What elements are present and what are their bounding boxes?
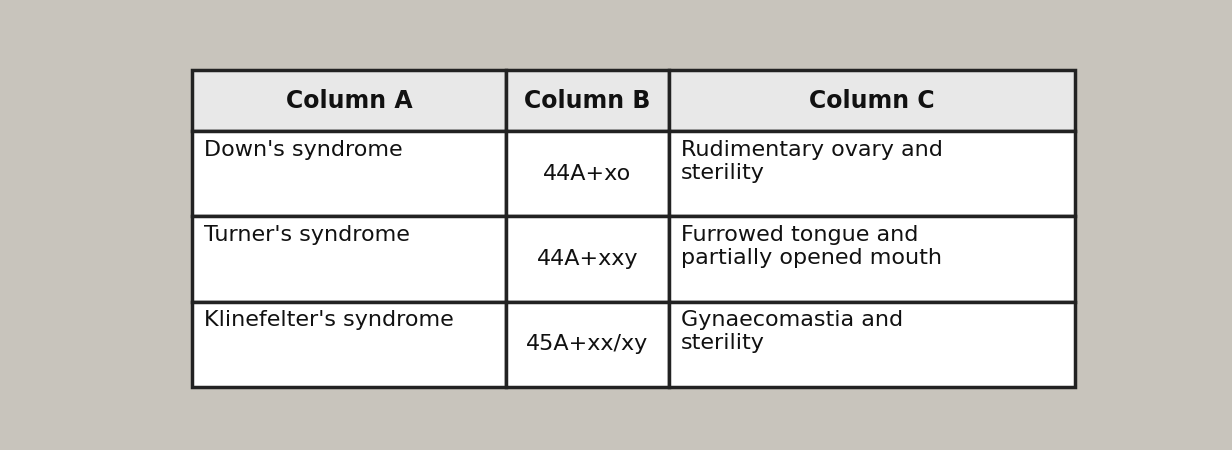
Bar <box>669 302 1076 387</box>
Text: Down's syndrome: Down's syndrome <box>203 140 403 160</box>
Bar <box>669 131 1076 216</box>
Text: Gynaecomastia and
sterility: Gynaecomastia and sterility <box>680 310 903 353</box>
Text: Turner's syndrome: Turner's syndrome <box>203 225 409 245</box>
Text: Column C: Column C <box>809 89 935 112</box>
Text: 44A+xxy: 44A+xxy <box>537 249 638 269</box>
Bar <box>669 216 1076 302</box>
Bar <box>669 70 1076 131</box>
Bar <box>505 302 669 387</box>
Bar <box>192 70 505 131</box>
Bar <box>505 216 669 302</box>
Bar <box>192 216 505 302</box>
Text: Rudimentary ovary and
sterility: Rudimentary ovary and sterility <box>680 140 942 183</box>
Text: Column A: Column A <box>286 89 413 112</box>
Bar <box>192 131 505 216</box>
Text: Furrowed tongue and
partially opened mouth: Furrowed tongue and partially opened mou… <box>680 225 941 268</box>
Text: 45A+xx/xy: 45A+xx/xy <box>526 334 648 354</box>
Text: 44A+xo: 44A+xo <box>543 164 632 184</box>
Text: Column B: Column B <box>525 89 650 112</box>
Bar <box>505 70 669 131</box>
Text: Klinefelter's syndrome: Klinefelter's syndrome <box>203 310 453 330</box>
Bar <box>505 131 669 216</box>
Bar <box>192 302 505 387</box>
